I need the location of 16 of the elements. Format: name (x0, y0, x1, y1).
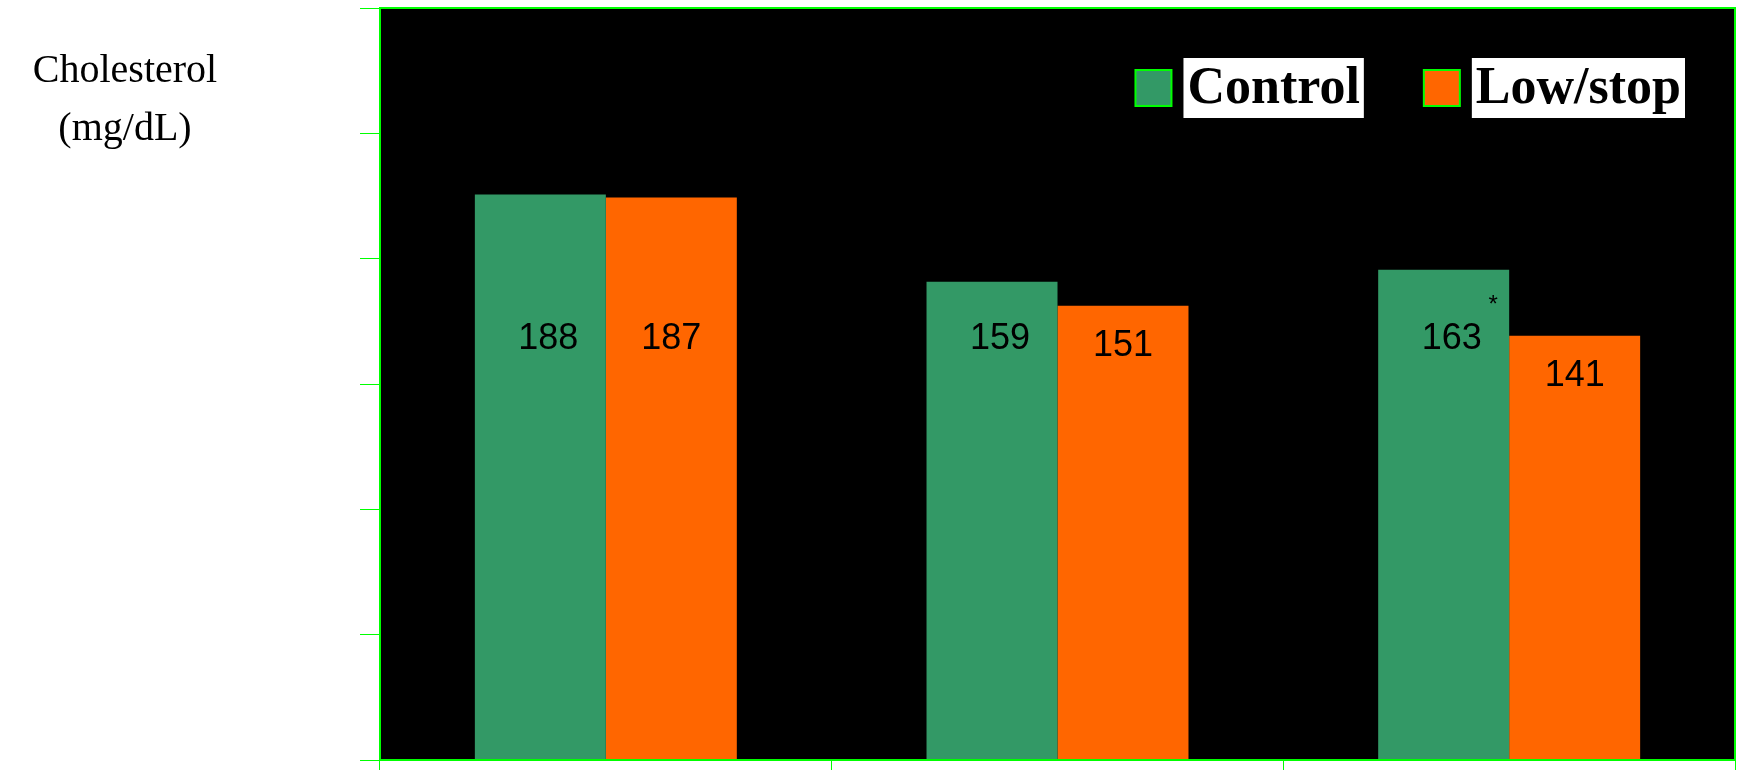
bar (1509, 335, 1641, 760)
data-label: 188 (518, 315, 579, 357)
bar (474, 194, 606, 760)
data-label: 141 (1544, 352, 1605, 394)
legend-label: Low/stop (1475, 57, 1681, 115)
data-label: 151 (1092, 322, 1154, 364)
bar (926, 281, 1058, 760)
data-label: 187 (641, 315, 702, 357)
data-label: 163 (1421, 315, 1482, 357)
data-label: 159 (969, 315, 1031, 357)
bar (1378, 269, 1510, 760)
bar (605, 197, 737, 760)
legend-label: Control (1187, 57, 1360, 115)
bar (1057, 305, 1189, 760)
annotation: * (1488, 290, 1498, 318)
y-axis-title: Cholesterol (mg/dL) (31, 45, 219, 151)
